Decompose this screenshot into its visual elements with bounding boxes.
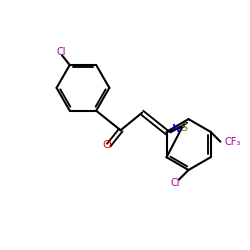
Text: N: N — [172, 124, 180, 134]
Text: Cl: Cl — [170, 178, 179, 188]
Text: O: O — [102, 140, 111, 150]
Text: Cl: Cl — [56, 48, 66, 58]
Text: CF₃: CF₃ — [224, 138, 241, 147]
Text: S: S — [180, 124, 188, 134]
